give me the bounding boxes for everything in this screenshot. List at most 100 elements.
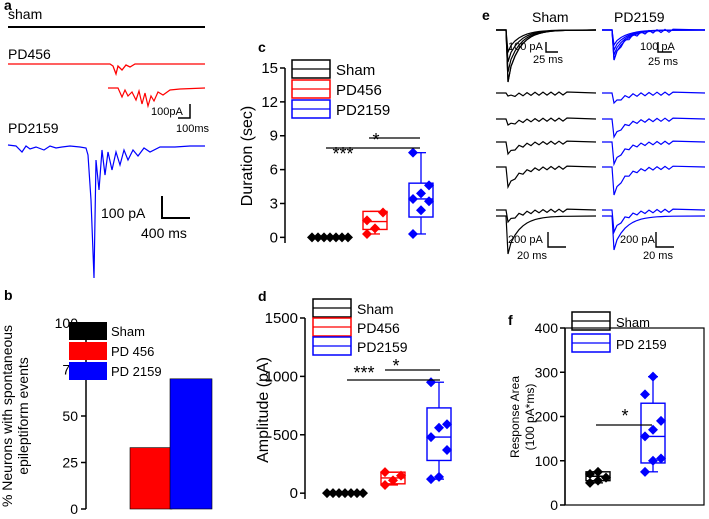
chart-c-y-tick-label: 15 (261, 60, 278, 77)
inset-scale-x: 100ms (176, 123, 210, 135)
chart-d-legend-label-1: PD456 (357, 320, 400, 336)
chart-f-y-tick-label: 400 (535, 320, 559, 336)
b-legend-label-2: PD 2159 (111, 364, 162, 379)
chart-d-point-0 (322, 488, 332, 499)
chart-f-y-tick-label: 300 (535, 364, 559, 380)
panel-b-label: b (4, 287, 13, 303)
chart-f-point-0 (593, 466, 603, 477)
e-bottom-scale-x: 20 ms (517, 250, 547, 262)
b-y-tick-label: 50 (62, 408, 78, 424)
chart-c-point-0 (343, 232, 353, 243)
chart-c-box-2 (408, 182, 434, 218)
pd-trace-overlay-3 (602, 29, 706, 47)
sham-trace-4 (496, 165, 597, 190)
chart-f-y-tick-label: 200 (535, 409, 559, 425)
chart-c-point-2 (424, 180, 434, 191)
chart-f-sig-label-0: * (621, 406, 628, 426)
e-top-scale-x: 25 ms (533, 54, 563, 66)
main-scale-y: 100 pA (101, 205, 146, 221)
chart-c-point-2 (408, 228, 418, 239)
chart-c-sig-label-0: *** (332, 144, 353, 164)
b-legend-swatch-0 (69, 322, 107, 340)
pd-trace-1 (602, 91, 706, 105)
chart-f-point-0 (585, 469, 595, 480)
trace-label-pd456: PD456 (8, 46, 51, 62)
chart-c-legend-label-2: PD2159 (336, 102, 390, 119)
chart-d-point-0 (340, 488, 350, 499)
chart-d-point-2 (434, 422, 444, 433)
pd-trace-large (602, 215, 706, 251)
main-scale-x: 400 ms (141, 225, 187, 241)
chart-c-point-1 (378, 207, 388, 218)
chart-d-y-tick-label: 1500 (265, 310, 298, 327)
chart-c-y-tick-label: 12 (261, 94, 278, 111)
chart-f-point-1 (648, 455, 658, 466)
chart-c-point-0 (337, 232, 347, 243)
chart-f-point-1 (648, 371, 658, 382)
chart-c-point-0 (307, 232, 317, 243)
e-top-scale-y-pd: 100 pA (640, 41, 676, 53)
chart-d-point-2 (426, 377, 436, 388)
chart-f-point-1 (648, 424, 658, 435)
pd-trace-5 (602, 208, 706, 235)
e-bottom-scale-y-pd: 200 pA (620, 234, 656, 246)
b-y-tick-label: 25 (62, 455, 78, 471)
panel-d-label: d (258, 288, 267, 304)
trace-label-pd2159: PD2159 (8, 120, 59, 136)
inset-scale-bar (178, 104, 191, 119)
b-legend-swatch-2 (69, 362, 107, 380)
e-scale-bar-1 (657, 42, 672, 53)
sham-trace-overlay-3 (496, 29, 597, 55)
panel-e-label: e (482, 7, 490, 23)
sham-trace-2 (496, 117, 597, 126)
chart-c-point-1 (362, 215, 372, 226)
chart-c-y-tick-label: 3 (270, 195, 278, 212)
chart-c-legend-label-1: PD456 (336, 82, 382, 99)
chart-c-point-2 (416, 205, 426, 216)
chart-f-point-1 (656, 453, 666, 464)
chart-f-point-0 (593, 475, 603, 486)
chart-f-legend-label-1: PD 2159 (616, 337, 667, 352)
chart-d-box-2 (426, 407, 452, 462)
chart-d-point-0 (334, 488, 344, 499)
chart-d-point-2 (442, 444, 452, 455)
pd-trace-3 (602, 140, 706, 167)
chart-d: 0 500 1000 1500 Amplitude (pA) Sham PD456 PD215… (255, 298, 452, 502)
chart-c-point-2 (408, 147, 418, 158)
e-bottom-scale-y: 200 pA (508, 234, 544, 246)
b-bar-1 (129, 447, 173, 510)
chart-f-y-tick-label: 0 (550, 497, 558, 513)
sham-trace-large (496, 215, 597, 255)
chart-d-point-2 (442, 419, 452, 430)
chart-c-point-2 (416, 188, 426, 199)
chart-d-point-2 (426, 432, 436, 443)
inset-scale-y: 100pA (151, 106, 183, 118)
chart-d-sig-label-1: * (392, 356, 399, 376)
sham-trace-5 (496, 208, 597, 224)
main-scale-bar (161, 196, 190, 219)
chart-d-y-tick-label: 0 (290, 485, 298, 502)
pd2159-trace (7, 144, 205, 279)
chart-c-point-2 (408, 193, 418, 204)
chart-f-y-label: Response Area(100 pA*ms) (508, 376, 537, 458)
e-bottom-scale-x-pd: 20 ms (643, 250, 673, 262)
chart-f: 0 100 200 300 400 Response Area(100 pA*ms) Sha… (508, 311, 705, 513)
chart-d-point-1 (388, 475, 398, 486)
chart-d-y-label: Amplitude (pA) (255, 357, 272, 463)
chart-d-y-tick-label: 500 (273, 427, 298, 444)
chart-c-point-1 (362, 228, 372, 239)
chart-d-point-1 (380, 467, 390, 478)
chart-c-y-label: Duration (sec) (239, 106, 256, 206)
chart-d-legend-label-2: PD2159 (357, 339, 408, 355)
e-top-scale-x-pd: 25 ms (648, 56, 678, 68)
e-scale-bar-3 (655, 232, 674, 248)
chart-c-point-0 (325, 232, 335, 243)
chart-b: 0255075100% Neurons with spontaneousepil… (0, 315, 213, 517)
chart-c-y-tick-label: 0 (270, 229, 278, 246)
panel-a-label: a (4, 0, 12, 13)
b-legend-label-1: PD 456 (111, 344, 154, 359)
chart-f-legend-label-0: Sham (616, 315, 650, 330)
chart-d-point-0 (328, 488, 338, 499)
